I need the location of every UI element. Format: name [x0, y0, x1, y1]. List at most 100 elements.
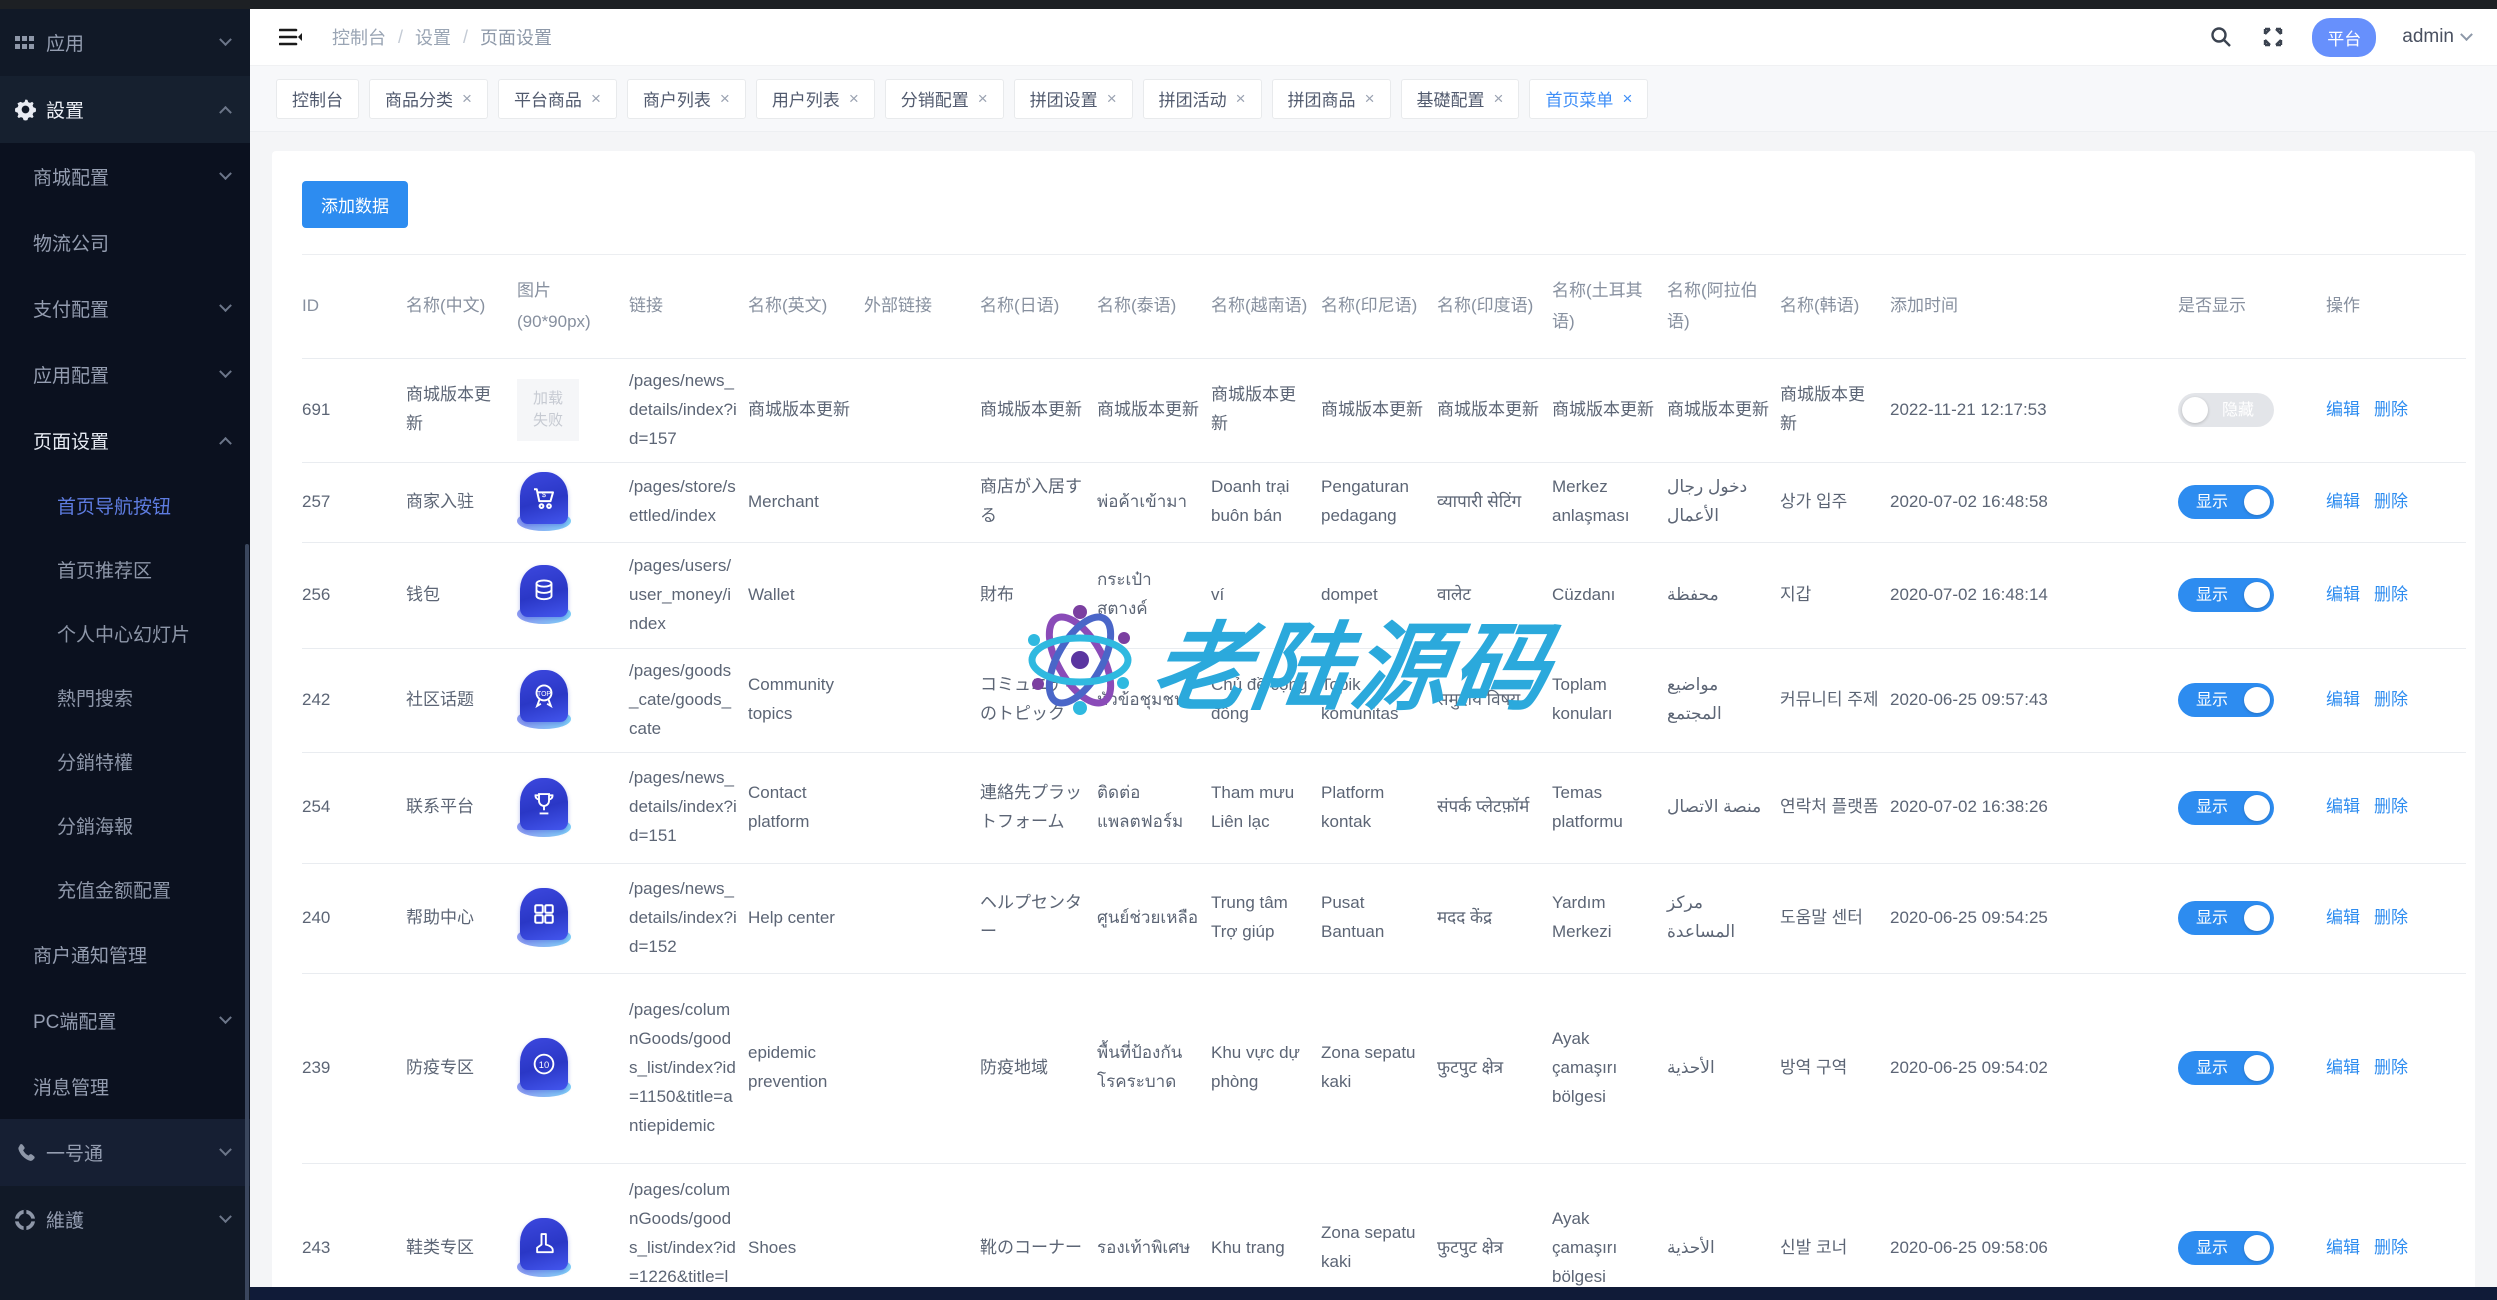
sidebar-item-1[interactable]: 設置	[0, 76, 250, 143]
sidebar-scrollbar[interactable]	[245, 544, 249, 1300]
sidebar-item-12[interactable]: 分銷海報	[0, 793, 250, 857]
cell-name-cn: 防疫专区	[406, 973, 517, 1164]
tab-3[interactable]: 商户列表 ×	[626, 78, 746, 119]
table-body: 691 商城版本更新 加载失败/pages/news_details/index?i…	[302, 358, 2466, 1300]
tab-close-icon[interactable]: ×	[848, 88, 859, 108]
delete-link[interactable]: 删除	[2374, 491, 2408, 511]
cell-name-ko: 지갑	[1780, 542, 1890, 649]
visibility-toggle[interactable]: 显示	[2178, 901, 2274, 936]
sidebar-item-14[interactable]: 商户通知管理	[0, 921, 250, 987]
cell-name-tr: Ayak çamaşırı bölgesi	[1552, 973, 1667, 1164]
visibility-toggle[interactable]: 显示	[2178, 578, 2274, 613]
edit-link[interactable]: 编辑	[2326, 689, 2360, 709]
delete-link[interactable]: 删除	[2374, 907, 2408, 927]
edit-link[interactable]: 编辑	[2326, 1057, 2360, 1077]
tab-7[interactable]: 拼团活动 ×	[1142, 78, 1262, 119]
sidebar-item-5[interactable]: 应用配置	[0, 341, 250, 407]
tab-2[interactable]: 平台商品 ×	[497, 78, 617, 119]
tab-0[interactable]: 控制台	[276, 78, 359, 119]
column-header-9: 名称(印尼语)	[1321, 254, 1437, 359]
user-menu[interactable]: admin	[2402, 26, 2473, 48]
cell-image: TOP	[517, 648, 629, 753]
tab-close-icon[interactable]: ×	[1235, 88, 1246, 108]
sidebar-item-3[interactable]: 物流公司	[0, 209, 250, 275]
delete-link[interactable]: 删除	[2374, 689, 2408, 709]
sidebar-item-2[interactable]: 商城配置	[0, 143, 250, 209]
tab-close-icon[interactable]: ×	[977, 88, 988, 108]
edit-link[interactable]: 编辑	[2326, 491, 2360, 511]
visibility-toggle[interactable]: 显示	[2178, 1231, 2274, 1266]
breadcrumb-item[interactable]: 设置	[415, 28, 452, 48]
tab-close-icon[interactable]: ×	[462, 88, 472, 108]
tab-close-icon[interactable]: ×	[719, 88, 730, 108]
cell-actions: 编辑 删除	[2326, 648, 2466, 753]
edit-link[interactable]: 编辑	[2326, 1237, 2360, 1257]
cell-link: /pages/news_details/index?id=157	[629, 358, 748, 463]
tab-10[interactable]: 首页菜单 ×	[1529, 78, 1649, 119]
sidebar-item-label: 充值金额配置	[57, 880, 172, 902]
tab-1[interactable]: 商品分类 ×	[369, 78, 488, 119]
sidebar-item-9[interactable]: 个人中心幻灯片	[0, 601, 250, 665]
sidebar-item-7[interactable]: 首页导航按钮	[0, 473, 250, 537]
menu-fold-icon[interactable]	[276, 22, 306, 52]
search-icon[interactable]	[2208, 24, 2234, 50]
sidebar-item-15[interactable]: PC端配置	[0, 987, 250, 1053]
tab-close-icon[interactable]: ×	[1106, 88, 1117, 108]
sidebar-item-4[interactable]: 支付配置	[0, 275, 250, 341]
sidebar-item-18[interactable]: 維護	[0, 1186, 250, 1253]
sidebar-item-6[interactable]: 页面设置	[0, 407, 250, 473]
cell-id: 257	[302, 462, 406, 543]
fullscreen-icon[interactable]	[2260, 24, 2286, 50]
edit-link[interactable]: 编辑	[2326, 907, 2360, 927]
table-row-242: 242 社区话题 TOP/pages/goods_cate/goods_cate Co…	[302, 648, 2466, 753]
tab-9[interactable]: 基礎配置 ×	[1400, 78, 1520, 119]
delete-link[interactable]: 删除	[2374, 1237, 2408, 1257]
visibility-toggle[interactable]: 显示	[2178, 485, 2274, 520]
visibility-toggle[interactable]: 显示	[2178, 1051, 2274, 1086]
sidebar-item-8[interactable]: 首页推荐区	[0, 537, 250, 601]
tab-5[interactable]: 分销配置 ×	[884, 78, 1004, 119]
delete-link[interactable]: 删除	[2374, 797, 2408, 817]
sidebar-item-13[interactable]: 充值金额配置	[0, 857, 250, 921]
tab-close-icon[interactable]: ×	[1493, 88, 1504, 108]
sidebar-item-16[interactable]: 消息管理	[0, 1053, 250, 1119]
visibility-toggle[interactable]: 显示	[2178, 683, 2274, 718]
tab-close-icon[interactable]: ×	[1364, 88, 1375, 108]
edit-link[interactable]: 编辑	[2326, 399, 2360, 419]
cell-actions: 编辑 删除	[2326, 358, 2466, 463]
cell-name-hi: फुटपुट क्षेत्र	[1437, 973, 1552, 1164]
add-data-button[interactable]: 添加数据	[302, 181, 408, 228]
edit-link[interactable]: 编辑	[2326, 797, 2360, 817]
tab-close-icon[interactable]: ×	[1622, 88, 1633, 108]
delete-link[interactable]: 删除	[2374, 399, 2408, 419]
tab-4[interactable]: 用户列表 ×	[755, 78, 875, 119]
tab-6[interactable]: 拼团设置 ×	[1013, 78, 1133, 119]
tab-8[interactable]: 拼团商品 ×	[1271, 78, 1391, 119]
visibility-toggle[interactable]: 显示	[2178, 790, 2274, 825]
cell-actions: 编辑 删除	[2326, 1163, 2466, 1300]
cell-name-ja: 連絡先プラットフォーム	[980, 752, 1097, 864]
cell-actions: 编辑 删除	[2326, 863, 2466, 974]
visibility-toggle[interactable]: 隐藏	[2178, 393, 2274, 428]
cell-image: $	[517, 462, 629, 543]
sidebar-item-10[interactable]: 熱門搜索	[0, 665, 250, 729]
chevron-down-icon	[219, 166, 232, 180]
breadcrumb-item[interactable]: 控制台	[332, 28, 386, 48]
cell-name-id: 商城版本更新	[1321, 358, 1437, 463]
sidebar-item-11[interactable]: 分銷特權	[0, 729, 250, 793]
sidebar-item-label: 設置	[46, 101, 85, 122]
cell-actions: 编辑 删除	[2326, 542, 2466, 649]
sidebar-item-17[interactable]: 一号通	[0, 1119, 250, 1186]
delete-link[interactable]: 删除	[2374, 584, 2408, 604]
cell-name-id: Zona sepatu kaki	[1321, 973, 1437, 1164]
edit-link[interactable]: 编辑	[2326, 584, 2360, 604]
cell-name-cn: 帮助中心	[406, 863, 517, 974]
cell-name-vi: ví	[1211, 542, 1321, 649]
delete-link[interactable]: 删除	[2374, 1057, 2408, 1077]
boot-icon	[517, 1218, 571, 1278]
sidebar-item-0[interactable]: 应用	[0, 9, 250, 76]
cell-image	[517, 542, 629, 649]
platform-badge[interactable]: 平台	[2312, 17, 2377, 57]
tab-close-icon[interactable]: ×	[590, 88, 601, 108]
cell-name-th: พื้นที่ป้องกันโรคระบาด	[1097, 973, 1211, 1164]
